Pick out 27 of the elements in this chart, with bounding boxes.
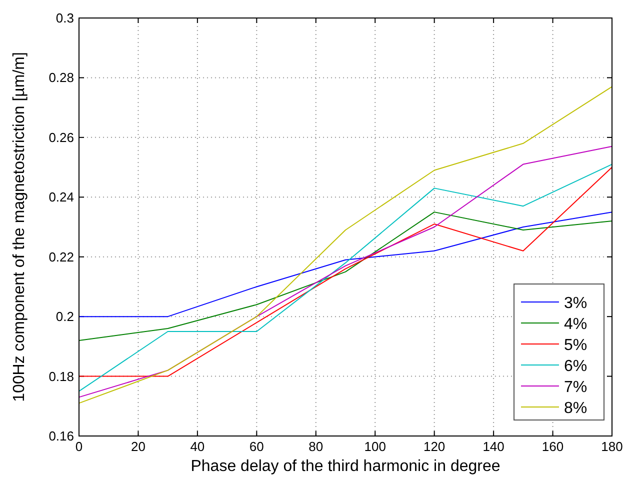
- y-axis-title: 100Hz component of the magnetostriction [µm/m]: [11, 52, 28, 402]
- x-tick-label: 20: [130, 439, 146, 454]
- legend-label: 5%: [564, 337, 588, 354]
- legend-label: 4%: [564, 316, 588, 333]
- x-axis-title: Phase delay of the third harmonic in degree: [190, 458, 500, 475]
- x-tick-label: 80: [308, 439, 324, 454]
- x-tick-label: 120: [423, 439, 446, 454]
- y-tick-label: 0.2: [56, 309, 74, 324]
- x-tick-label: 100: [364, 439, 386, 454]
- y-tick-label: 0.16: [48, 428, 74, 444]
- y-tick-label: 0.3: [56, 10, 74, 26]
- x-tick-label: 0: [75, 439, 83, 454]
- legend-label: 7%: [564, 379, 588, 396]
- y-tick-label: 0.26: [48, 130, 74, 145]
- x-tick-label: 40: [190, 439, 205, 454]
- x-tick-label: 160: [542, 439, 564, 454]
- line-series: [78, 212, 612, 318]
- y-tick-label: 0.24: [48, 190, 74, 205]
- legend-label: 3%: [564, 295, 588, 312]
- x-tick-label: 140: [482, 439, 504, 454]
- x-tick-label: 180: [601, 439, 623, 454]
- legend-label: 8%: [564, 400, 588, 417]
- x-tick-label: 60: [249, 439, 264, 454]
- y-tick-label: 0.28: [48, 70, 74, 86]
- legend-label: 6%: [564, 358, 588, 375]
- y-tick-label: 0.22: [48, 249, 74, 264]
- y-tick-label: 0.18: [48, 368, 74, 384]
